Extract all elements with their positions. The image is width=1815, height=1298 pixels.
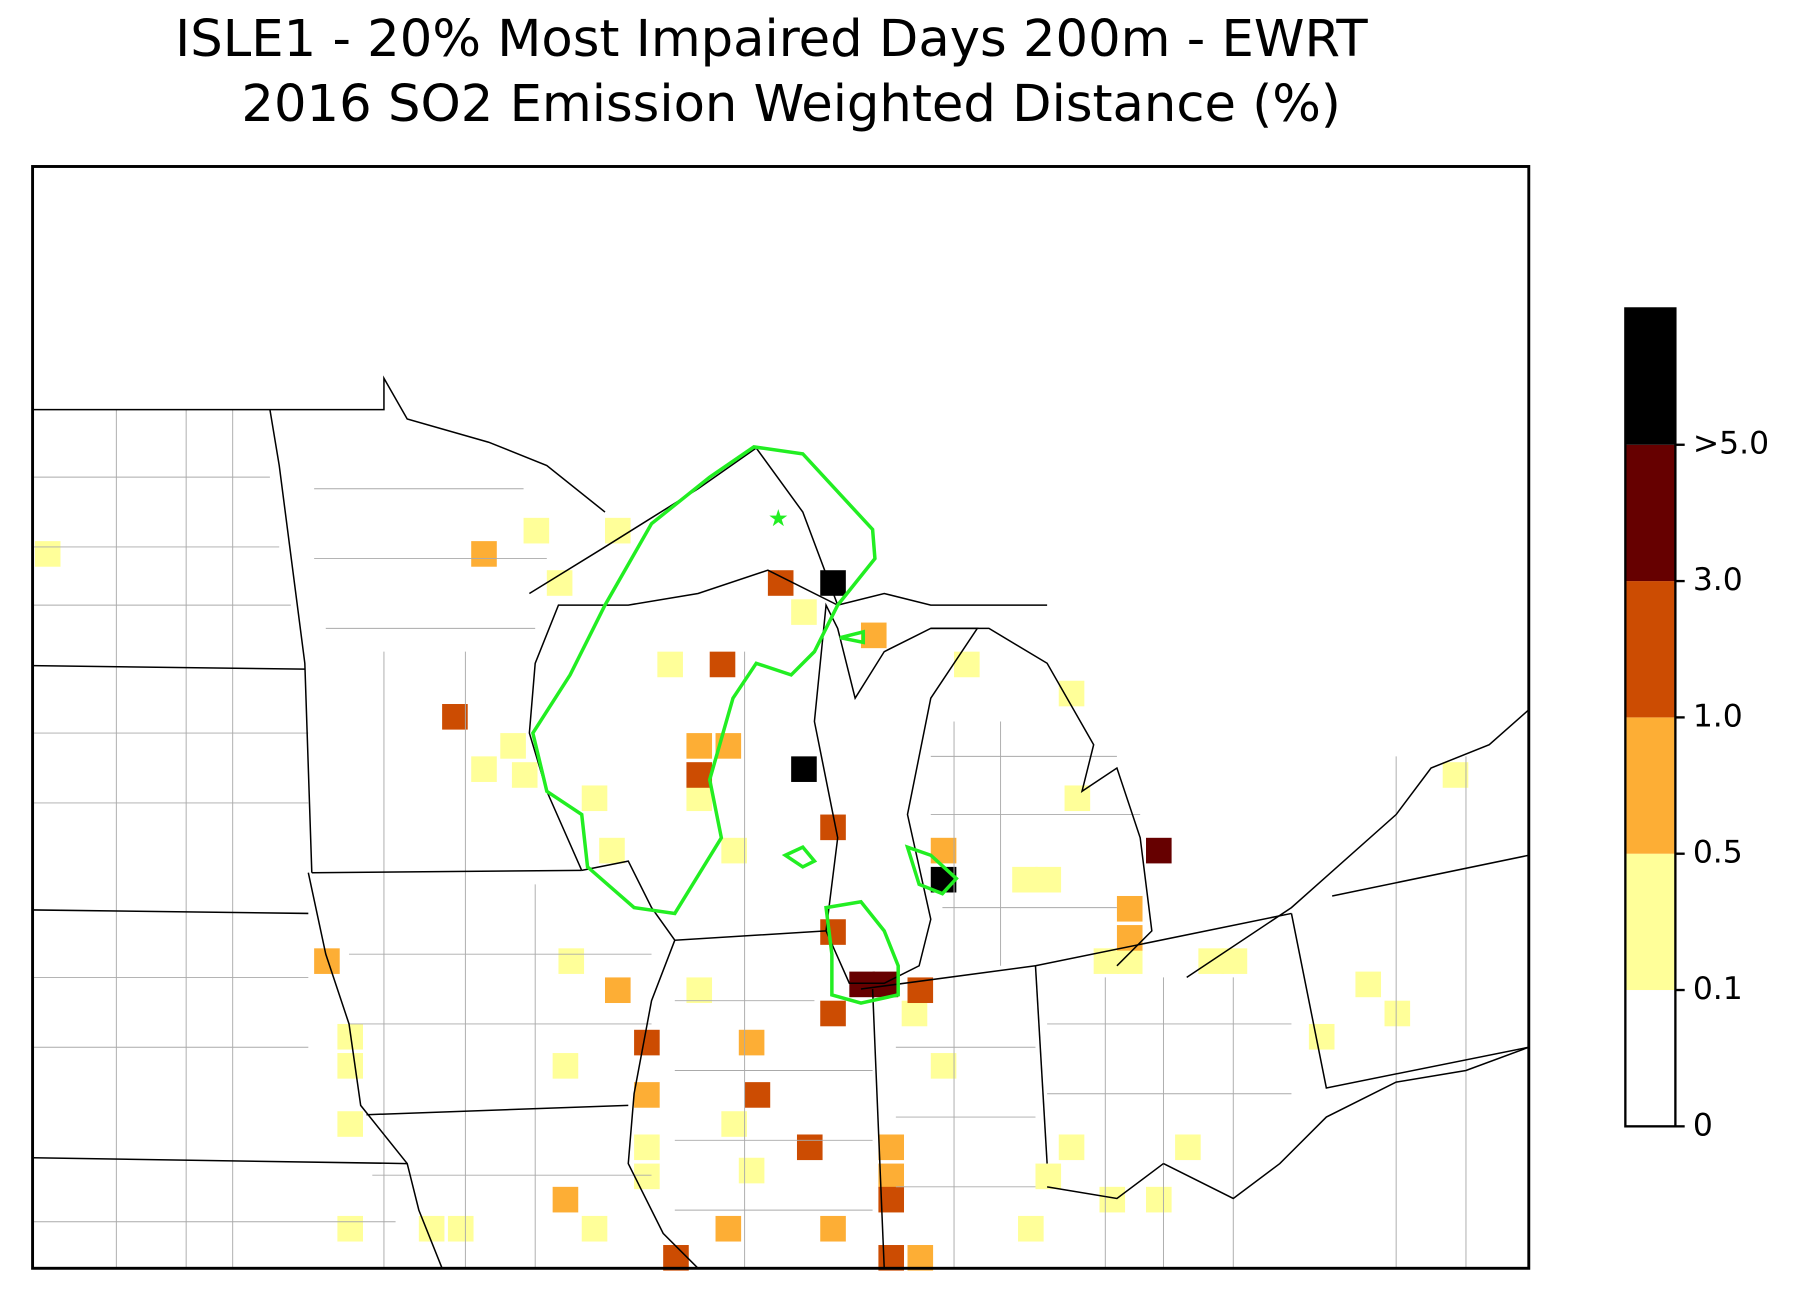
emission-cell: [581, 785, 608, 812]
emission-cell: [663, 1245, 689, 1271]
emission-cell: [878, 1186, 905, 1213]
emission-cell: [820, 1000, 846, 1027]
emission-cell: [686, 762, 713, 788]
colorbar-label: 0: [1693, 1107, 1713, 1143]
emission-cell: [791, 756, 817, 782]
emission-cell: [796, 1134, 823, 1161]
emission-cell: [1146, 1186, 1172, 1213]
emission-cell: [337, 1053, 363, 1079]
emission-cell: [447, 1215, 474, 1242]
emission-cell: [337, 1111, 363, 1137]
emission-cell: [744, 1082, 771, 1108]
site-marker: ★: [768, 505, 789, 532]
title-line: ISLE1 - 20% Most Impaired Days 200m - EW…: [175, 9, 1368, 69]
colorbar: 0 0.1 0.5 1.0 3.0 >5.0: [1624, 307, 1769, 1143]
map: ★: [31, 165, 1531, 1271]
emission-cell: [1093, 948, 1120, 974]
emission-cell: [1146, 837, 1172, 864]
emission-cell: [442, 704, 468, 730]
colorbar-label: >5.0: [1693, 426, 1769, 462]
emission-cell: [337, 1215, 363, 1242]
emission-cell: [1384, 1000, 1411, 1027]
emission-cell: [901, 1000, 928, 1027]
emission-cell: [738, 1157, 765, 1184]
emission-cell: [878, 1163, 905, 1190]
emission-cell: [686, 733, 713, 759]
emission-cell: [1355, 971, 1382, 998]
emission-cell: [791, 599, 817, 625]
emission-cell: [523, 517, 550, 544]
emission-cell: [500, 733, 526, 759]
emission-cell: [34, 541, 61, 567]
emission-cell: [1442, 762, 1469, 788]
county-grid: [32, 409, 1467, 1269]
emission-cell: [767, 570, 794, 596]
emission-cell: [860, 622, 887, 649]
emission-cell: [634, 1029, 660, 1056]
emission-cell: [314, 948, 340, 974]
colorbar-label: 3.0: [1693, 562, 1743, 598]
emission-cell: [686, 977, 713, 1004]
emission-cell: [1035, 1163, 1062, 1190]
colorbar-segment: [1625, 581, 1676, 718]
emission-cell: [1175, 1134, 1201, 1161]
emission-cell: [1058, 680, 1085, 707]
emission-cell: [686, 785, 713, 812]
emission-cell: [1221, 948, 1248, 974]
emission-cell: [634, 1163, 660, 1190]
colorbar-label: 0.5: [1693, 835, 1743, 871]
emission-cell: [930, 1053, 957, 1079]
emission-cell: [738, 1029, 765, 1056]
emission-cell: [721, 837, 747, 864]
colorbar-segment: [1625, 990, 1676, 1127]
emission-cell: [552, 1053, 579, 1079]
emission-cell: [471, 541, 497, 567]
emission-cell: [1099, 1186, 1126, 1213]
map-frame: [31, 165, 1531, 1270]
title-line: 2016 SO2 Emission Weighted Distance (%): [241, 74, 1340, 134]
emission-cell: [1116, 895, 1143, 922]
emission-cell: [1058, 1134, 1085, 1161]
borders: [32, 375, 1530, 1269]
emission-cell: [471, 756, 497, 782]
colorbar-segment: [1625, 717, 1676, 854]
emission-cell: [820, 814, 846, 841]
emission-cell: [1018, 1215, 1044, 1242]
emission-cell: [721, 1111, 747, 1137]
emission-cell: [907, 1245, 934, 1271]
emission-cells: [34, 517, 1469, 1271]
colorbar-segment: [1625, 444, 1676, 582]
emission-cell: [558, 948, 585, 974]
emission-cell: [820, 919, 846, 945]
emission-cell: [599, 837, 625, 864]
emission-cell: [930, 866, 957, 893]
emission-cell: [1035, 866, 1062, 893]
emission-cell: [1308, 1023, 1335, 1050]
emission-cell: [511, 762, 538, 788]
emission-cell: [1064, 785, 1091, 812]
emission-cell: [605, 977, 631, 1004]
emission-cell: [878, 1245, 905, 1271]
emission-cell: [634, 1134, 660, 1161]
contour: ★: [530, 445, 959, 1005]
emission-cell: [820, 1215, 846, 1242]
colorbar-label: 1.0: [1693, 698, 1743, 734]
emission-cell: [1012, 866, 1038, 893]
emission-cell: [954, 651, 980, 678]
emission-cell: [634, 1082, 660, 1108]
colorbar-segment: [1625, 308, 1676, 445]
emission-cell: [581, 1215, 608, 1242]
emission-cell: [849, 971, 875, 998]
colorbar-label: 0.1: [1693, 971, 1743, 1007]
emission-cell: [878, 1134, 905, 1161]
emission-cell: [657, 651, 683, 678]
emission-cell: [552, 1186, 579, 1213]
emission-cell: [709, 651, 736, 678]
emission-cell: [715, 1215, 742, 1242]
colorbar-segment: [1625, 853, 1676, 991]
